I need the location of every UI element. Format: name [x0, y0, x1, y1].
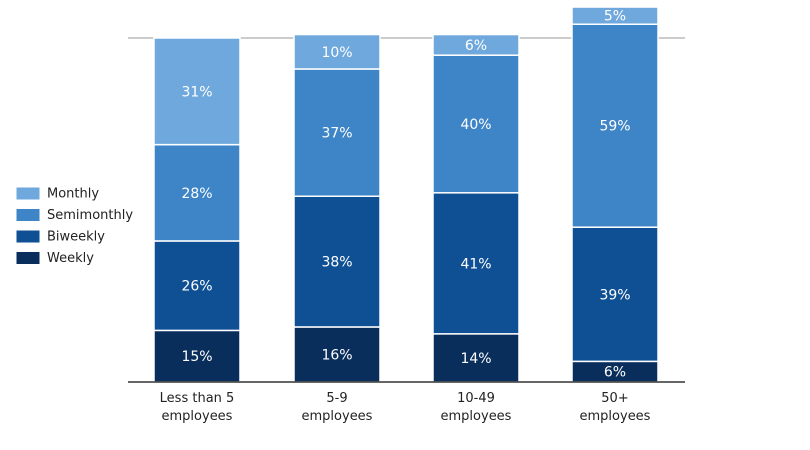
- legend-swatch: [15, 251, 41, 265]
- bar-segment: [571, 6, 659, 25]
- data-label: 38%: [321, 255, 352, 271]
- data-label: 15%: [181, 349, 212, 365]
- legend-swatch: [15, 229, 41, 244]
- legend-label: Weekly: [47, 251, 94, 266]
- bar-segment: [293, 195, 381, 328]
- legend-label: Monthly: [47, 187, 99, 202]
- data-label: 26%: [181, 279, 212, 295]
- data-label: 14%: [460, 351, 491, 367]
- data-label: 41%: [460, 256, 491, 272]
- x-tick-label: 50+ employees: [579, 391, 651, 424]
- bar-segment: [571, 226, 659, 363]
- bar-segment: [153, 37, 241, 146]
- data-label: 31%: [181, 84, 212, 100]
- x-tick-label: 5-9 employees: [301, 391, 373, 424]
- bar-segment: [432, 192, 520, 335]
- bar-segment: [293, 68, 381, 197]
- x-tick-label: Less than 5 employees: [159, 391, 235, 424]
- data-label: 37%: [321, 126, 352, 142]
- data-label: 6%: [465, 38, 487, 54]
- data-label: 6%: [604, 365, 626, 381]
- bar-segment: [571, 23, 659, 228]
- data-label: 39%: [599, 287, 630, 303]
- bar-segment: [293, 326, 381, 383]
- bar-segment: [432, 33, 520, 56]
- data-label: 40%: [460, 117, 491, 133]
- data-label: 10%: [321, 45, 352, 61]
- data-label: 16%: [321, 347, 352, 363]
- legend-swatch: [15, 208, 41, 222]
- legend-swatch: [15, 186, 41, 201]
- legend-label: Biweekly: [47, 230, 105, 245]
- x-tick-label: 10-49 employees: [440, 391, 512, 424]
- bar-segment: [432, 54, 520, 194]
- bar-segment: [293, 33, 381, 70]
- data-label: 5%: [604, 9, 626, 25]
- legend-label: Semimonthly: [47, 208, 133, 223]
- bar-segment: [432, 333, 520, 383]
- data-label: 28%: [181, 186, 212, 202]
- data-label: 59%: [599, 119, 630, 135]
- bar-segment: [153, 240, 241, 332]
